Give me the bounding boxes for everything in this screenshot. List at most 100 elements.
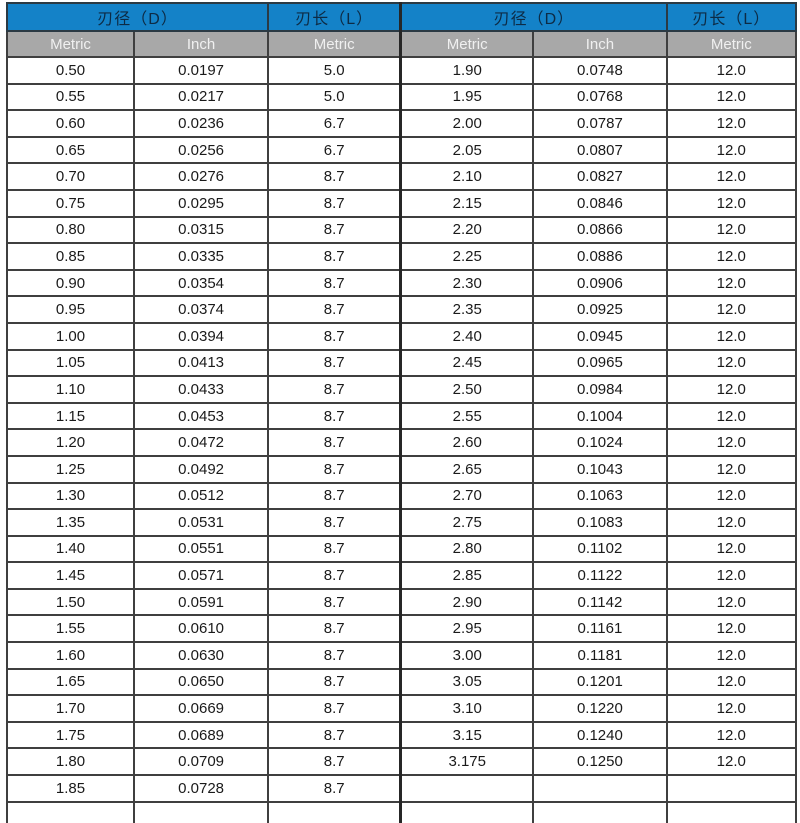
cell-l-len: 8.7: [267, 295, 403, 324]
cell-l-metric: 1.05: [5, 348, 136, 378]
cell-r-len: 12.0: [665, 614, 798, 644]
cell-r-metric: 1.90: [399, 56, 535, 85]
cell-r-len: 12.0: [665, 56, 798, 85]
table-row: 1.85 0.0728 8.7: [5, 774, 798, 803]
cell-r-len: 12.0: [665, 82, 798, 112]
cell-r-inch: 0.1161: [532, 614, 668, 644]
table-row: 0.85 0.0335 8.7 2.25 0.0886 12.0: [5, 242, 798, 271]
cell-l-metric: 1.80: [5, 747, 136, 777]
cell-r-inch: [532, 774, 668, 803]
cell-l-len: 8.7: [267, 694, 403, 723]
header-diameter-right: 刃径（D）: [399, 2, 668, 32]
cell-r-len: 12.0: [665, 215, 798, 245]
header-diameter-left: 刃径（D）: [5, 2, 270, 32]
cell-r-metric: 2.05: [399, 135, 535, 165]
cell-l-inch: 0.0512: [133, 481, 270, 511]
cell-r-len: 12.0: [665, 667, 798, 697]
cell-r-inch: 0.0787: [532, 109, 668, 138]
cell-empty: [5, 800, 136, 823]
table-row: 0.50 0.0197 5.0 1.90 0.0748 12.0: [5, 56, 798, 85]
cell-r-metric: 2.15: [399, 188, 535, 218]
table-row: 1.45 0.0571 8.7 2.85 0.1122 12.0: [5, 561, 798, 590]
cell-l-metric: 1.45: [5, 561, 136, 590]
cell-l-len: 8.7: [267, 774, 403, 803]
cell-l-inch: 0.0472: [133, 428, 270, 457]
cell-r-inch: 0.0807: [532, 135, 668, 165]
cell-l-len: 8.7: [267, 454, 403, 484]
cell-r-metric: 2.60: [399, 428, 535, 457]
cell-r-len: [665, 774, 798, 803]
table-row: 0.60 0.0236 6.7 2.00 0.0787 12.0: [5, 109, 798, 138]
cell-r-metric: 2.70: [399, 481, 535, 511]
cell-l-metric: 1.30: [5, 481, 136, 511]
cell-l-metric: 1.10: [5, 375, 136, 404]
cell-l-metric: 0.80: [5, 215, 136, 245]
cell-r-inch: 0.1201: [532, 667, 668, 697]
cell-r-inch: 0.0768: [532, 82, 668, 112]
cell-r-metric: 2.75: [399, 508, 535, 537]
cell-l-inch: 0.0413: [133, 348, 270, 378]
cell-r-inch: 0.1142: [532, 587, 668, 617]
cell-r-metric: 2.80: [399, 534, 535, 564]
cell-l-inch: 0.0591: [133, 587, 270, 617]
cell-r-metric: 3.15: [399, 720, 535, 750]
cell-l-metric: 0.70: [5, 162, 136, 191]
cell-empty: [532, 800, 668, 823]
cell-r-metric: 2.85: [399, 561, 535, 590]
cell-l-len: 8.7: [267, 720, 403, 750]
spec-table: 刃径（D） 刃长（L） 刃径（D） 刃长（L） Metric Inch Metr…: [5, 2, 798, 823]
cell-r-inch: 0.0866: [532, 215, 668, 245]
cell-l-metric: 0.65: [5, 135, 136, 165]
cell-l-metric: 0.55: [5, 82, 136, 112]
cell-r-len: 12.0: [665, 428, 798, 457]
cell-l-metric: 1.75: [5, 720, 136, 750]
cell-l-len: 8.7: [267, 215, 403, 245]
cell-l-len: 5.0: [267, 82, 403, 112]
cell-r-inch: 0.0748: [532, 56, 668, 85]
cell-r-len: 12.0: [665, 720, 798, 750]
cell-r-inch: 0.0827: [532, 162, 668, 191]
table-partial-bottom: [5, 800, 798, 823]
header-row-units: Metric Inch Metric Metric Inch Metric: [5, 30, 798, 58]
cell-l-inch: 0.0571: [133, 561, 270, 590]
cell-r-inch: 0.1240: [532, 720, 668, 750]
cell-r-len: 12.0: [665, 587, 798, 617]
header-length-right: 刃长（L）: [665, 2, 798, 32]
cell-l-len: 8.7: [267, 242, 403, 271]
table-row: 0.95 0.0374 8.7 2.35 0.0925 12.0: [5, 295, 798, 324]
table-row: 0.75 0.0295 8.7 2.15 0.0846 12.0: [5, 188, 798, 218]
cell-r-metric: 3.05: [399, 667, 535, 697]
cell-r-metric: 2.65: [399, 454, 535, 484]
header-length-metric-left: Metric: [267, 30, 403, 58]
cell-l-inch: 0.0335: [133, 242, 270, 271]
cell-r-inch: 0.0886: [532, 242, 668, 271]
table-row: 1.35 0.0531 8.7 2.75 0.1083 12.0: [5, 508, 798, 537]
cell-l-inch: 0.0689: [133, 720, 270, 750]
cell-l-metric: 0.95: [5, 295, 136, 324]
table-row: 1.60 0.0630 8.7 3.00 0.1181 12.0: [5, 641, 798, 670]
cell-r-metric: 2.25: [399, 242, 535, 271]
table-header: 刃径（D） 刃长（L） 刃径（D） 刃长（L） Metric Inch Metr…: [5, 2, 798, 58]
cell-r-inch: 0.1181: [532, 641, 668, 670]
cell-r-inch: 0.1122: [532, 561, 668, 590]
cell-l-inch: 0.0276: [133, 162, 270, 191]
cell-l-inch: 0.0453: [133, 401, 270, 431]
cell-l-len: 8.7: [267, 162, 403, 191]
cell-r-len: 12.0: [665, 109, 798, 138]
cell-l-inch: 0.0551: [133, 534, 270, 564]
header-metric-right: Metric: [399, 30, 535, 58]
cell-l-inch: 0.0236: [133, 109, 270, 138]
cell-l-len: 8.7: [267, 401, 403, 431]
cell-l-inch: 0.0610: [133, 614, 270, 644]
table-row: 1.05 0.0413 8.7 2.45 0.0965 12.0: [5, 348, 798, 378]
cell-r-len: 12.0: [665, 694, 798, 723]
cell-l-metric: 0.50: [5, 56, 136, 85]
cell-r-inch: 0.0846: [532, 188, 668, 218]
cell-l-inch: 0.0197: [133, 56, 270, 85]
cell-empty: [399, 800, 535, 823]
cell-l-len: 8.7: [267, 268, 403, 298]
cell-l-metric: 1.20: [5, 428, 136, 457]
cell-r-len: 12.0: [665, 321, 798, 351]
cell-r-metric: 3.175: [399, 747, 535, 777]
spec-table-container: 刃径（D） 刃长（L） 刃径（D） 刃长（L） Metric Inch Metr…: [5, 2, 798, 823]
